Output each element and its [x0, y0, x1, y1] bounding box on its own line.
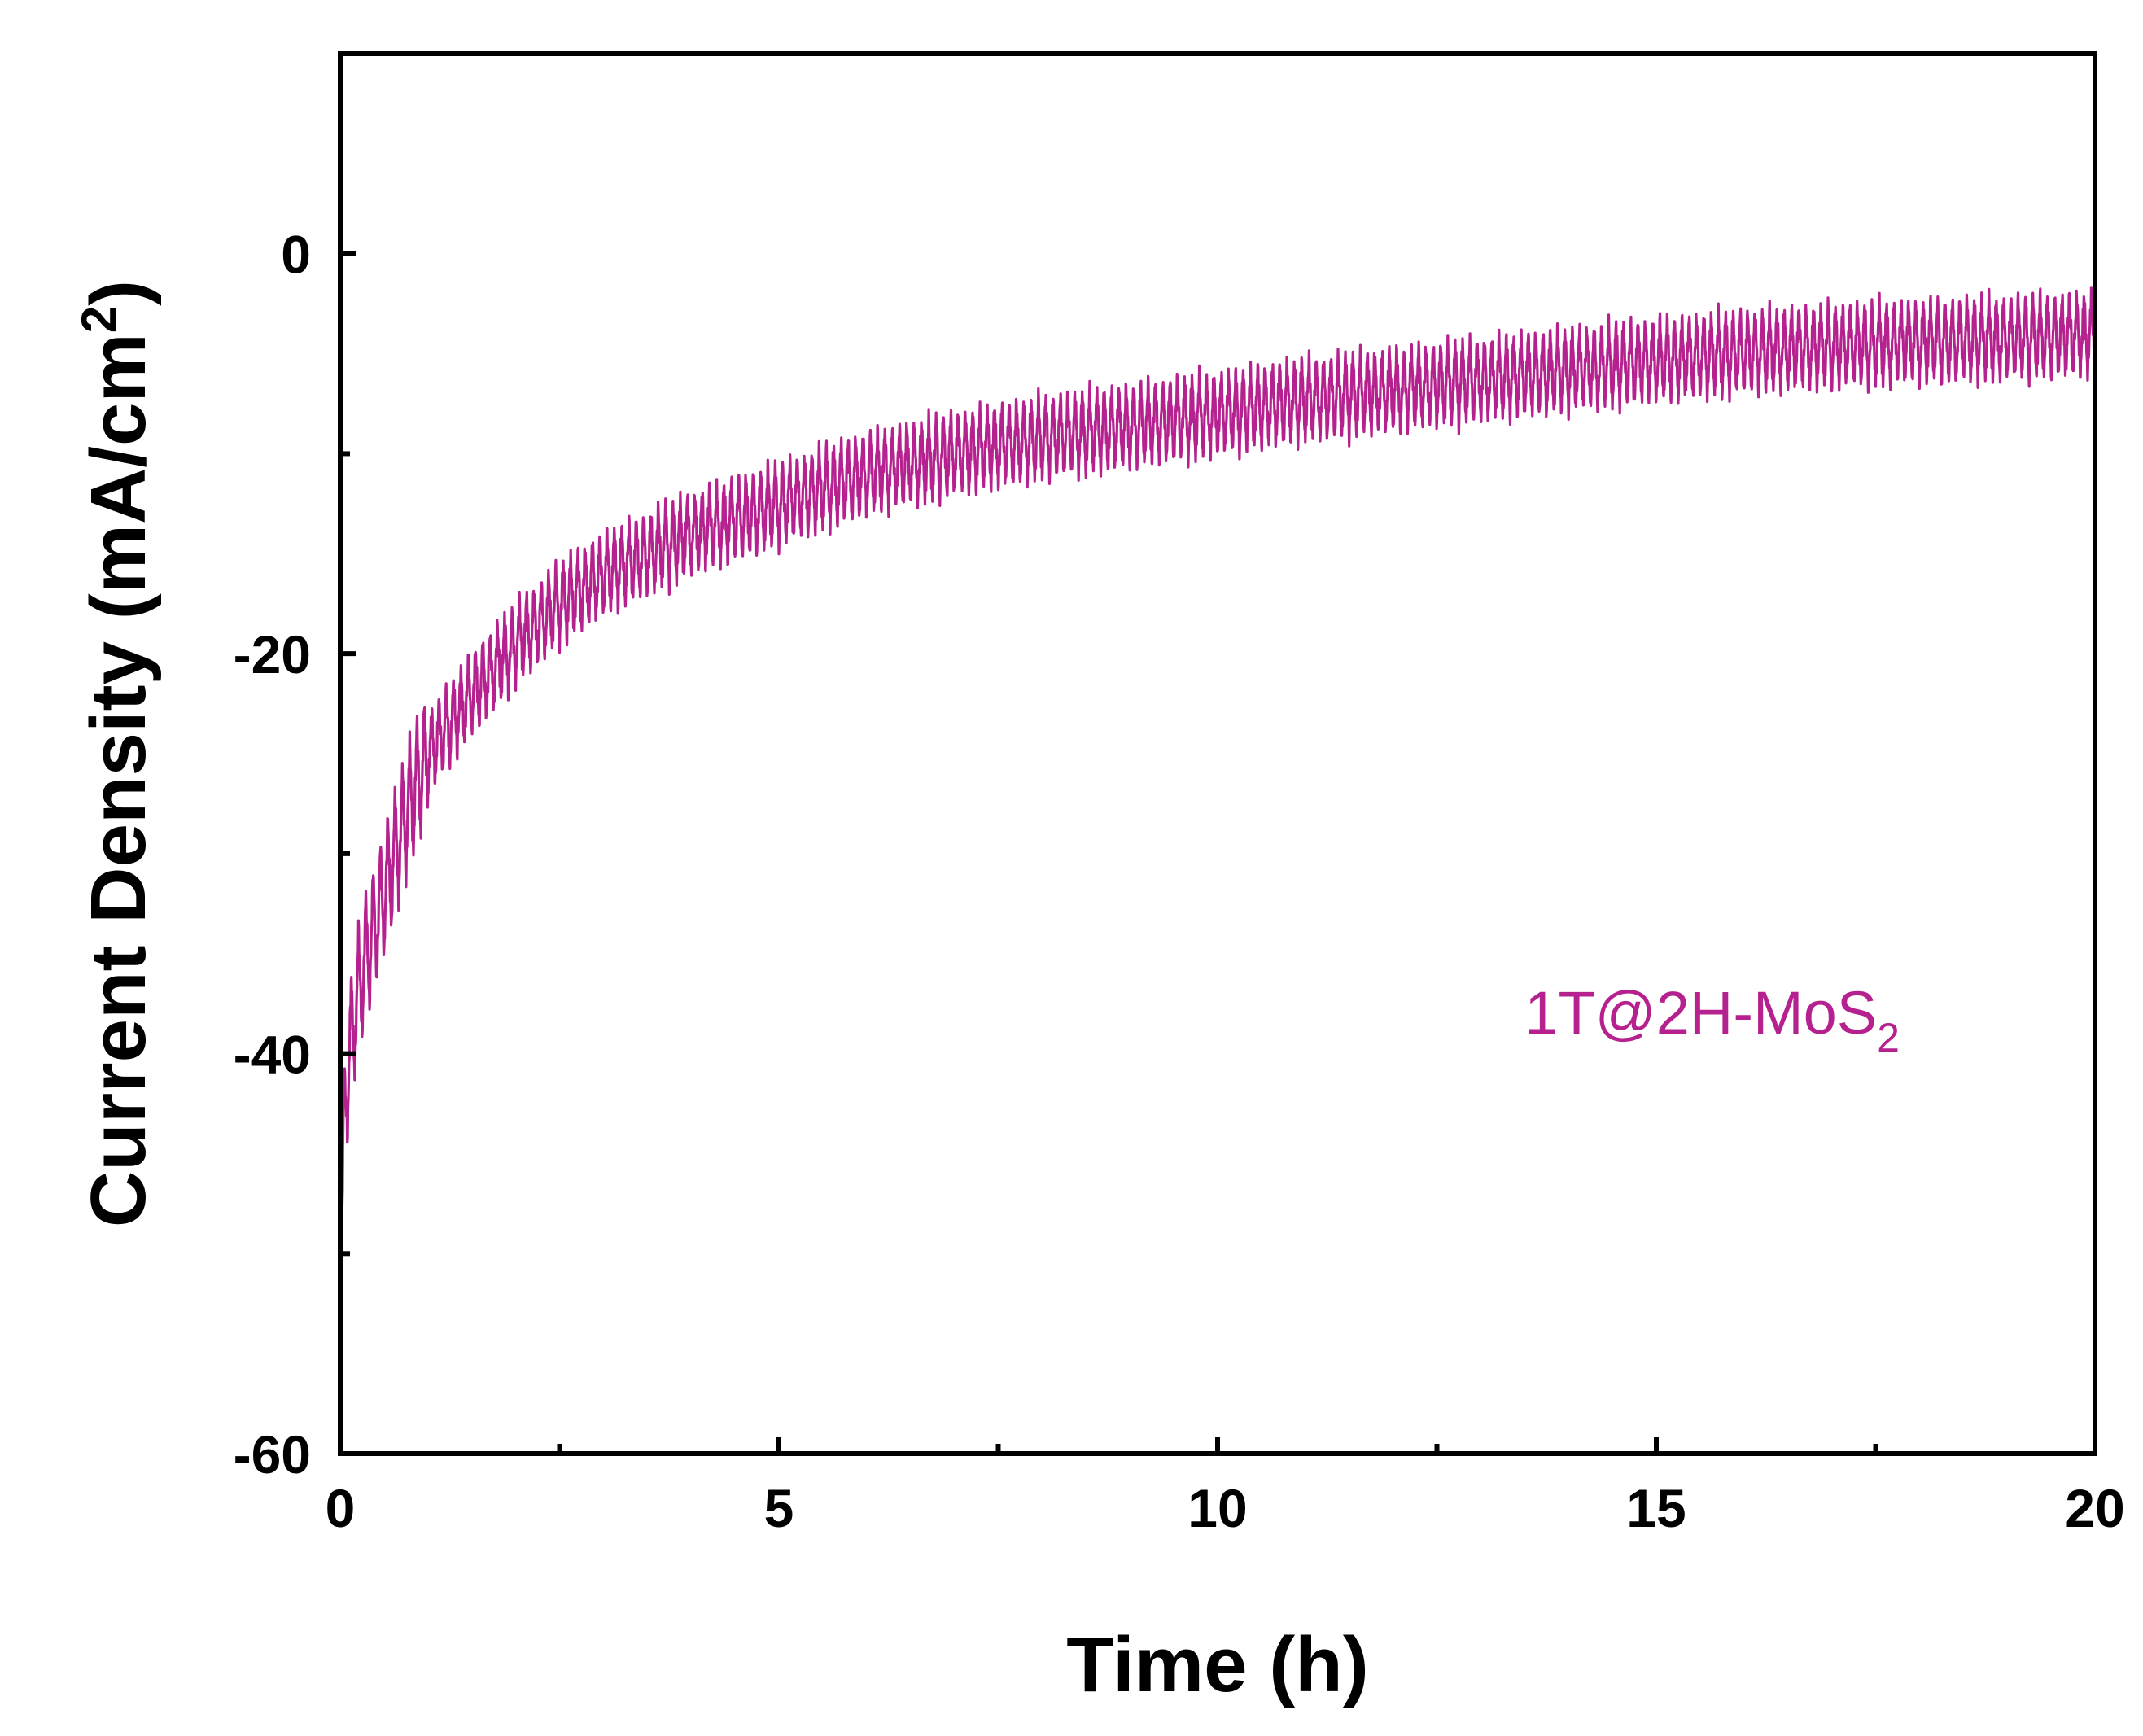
series-annotation-subscript: 2	[1877, 1015, 1900, 1060]
y-tick-label: -40	[234, 1025, 311, 1085]
y-tick-label: -60	[234, 1424, 311, 1485]
x-tick-label: 5	[764, 1478, 794, 1538]
y-axis-title-superscript: 2	[72, 306, 126, 333]
current-density-series-line	[340, 286, 2095, 1454]
x-tick-label: 15	[1626, 1478, 1686, 1538]
y-axis-title-close: )	[75, 280, 162, 306]
x-tick-label: 0	[326, 1478, 356, 1538]
x-tick-label: 20	[2065, 1478, 2124, 1538]
y-axis-title: Current Density (mA/cm2)	[72, 280, 162, 1227]
plot-frame	[338, 51, 2097, 1456]
y-tick-label: -20	[234, 624, 311, 684]
series-annotation-main: 1T@2H-MoS	[1524, 979, 1877, 1047]
y-tick-label: 0	[281, 225, 311, 285]
series-annotation-label: 1T@2H-MoS2	[1524, 979, 1900, 1060]
x-axis-ticks: 0 5 10 15 20	[326, 1437, 2125, 1538]
x-axis-title: Time (h)	[1066, 1621, 1369, 1708]
y-axis-title-main: Current Density (mA/cm	[75, 333, 162, 1227]
y-axis-ticks: 0 -20 -40 -60	[234, 225, 356, 1485]
x-tick-label: 10	[1187, 1478, 1247, 1538]
